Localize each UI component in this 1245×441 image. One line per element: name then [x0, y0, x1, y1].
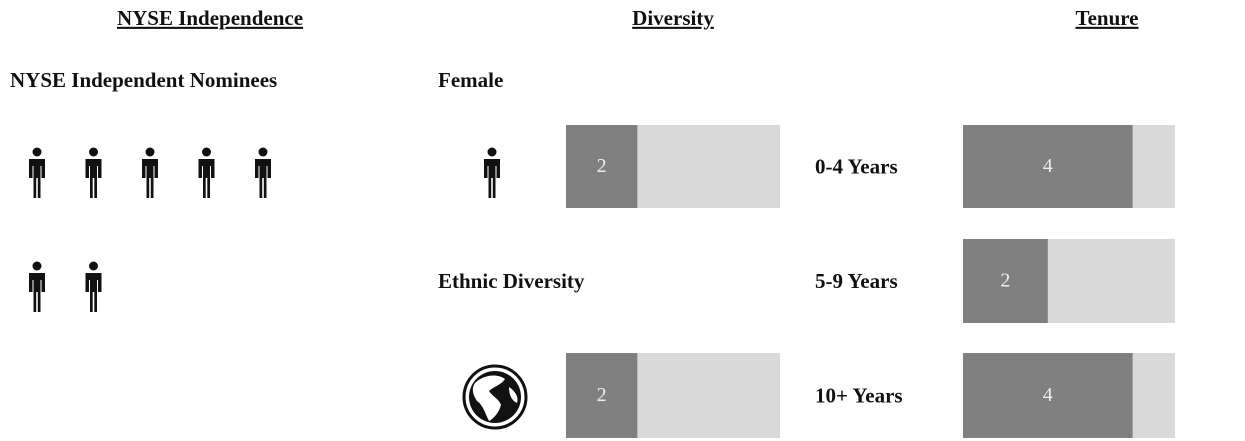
person-icon [142, 147, 158, 198]
section-title: Tenure [1075, 6, 1138, 30]
body [29, 273, 45, 312]
person-icon [255, 147, 271, 198]
person-icon [29, 261, 45, 312]
bar [566, 353, 638, 438]
section-title: NYSE Independence [117, 6, 303, 30]
bar [963, 125, 1133, 208]
body [142, 159, 158, 198]
label: NYSE Independent Nominees [10, 68, 277, 92]
label: 5-9 Years [815, 269, 898, 293]
head [89, 261, 98, 271]
person-icon [85, 261, 102, 312]
bar [963, 353, 1133, 438]
bar-value: 2 [1000, 270, 1010, 292]
body [484, 159, 500, 198]
head [202, 147, 211, 157]
head [145, 147, 155, 157]
section-title: Diversity [632, 6, 714, 30]
body [85, 159, 102, 198]
person-icon [198, 147, 215, 198]
globe-icon [462, 364, 528, 430]
head [32, 147, 42, 157]
body [255, 159, 271, 198]
bar-value: 2 [597, 384, 607, 406]
bar [566, 125, 638, 208]
head [89, 147, 98, 157]
bar-value: 2 [597, 155, 607, 177]
bar-value: 4 [1043, 384, 1053, 406]
person-icon [484, 147, 500, 198]
body [85, 273, 102, 312]
person-icon [85, 147, 102, 198]
person-icon [29, 147, 45, 198]
label: 10+ Years [815, 383, 903, 407]
label: 0-4 Years [815, 154, 898, 178]
bar [963, 239, 1048, 323]
label: Female [438, 68, 503, 92]
label: Ethnic Diversity [438, 269, 585, 293]
body [29, 159, 45, 198]
head [487, 147, 497, 157]
body [198, 159, 215, 198]
head [32, 261, 42, 271]
bar-value: 4 [1043, 155, 1053, 177]
head [258, 147, 268, 157]
